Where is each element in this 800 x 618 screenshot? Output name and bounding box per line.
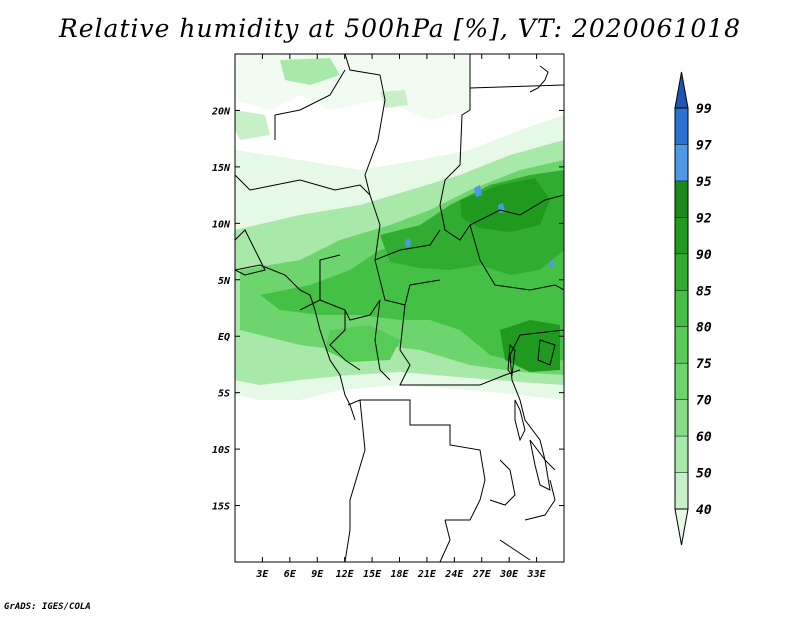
colorbar-segment <box>675 436 688 473</box>
lake-outline <box>507 343 516 377</box>
border-line <box>439 519 451 562</box>
colorbar-segment <box>675 180 688 218</box>
colorbar-label: 70 <box>696 394 712 409</box>
colorbar-segment <box>675 108 688 145</box>
rh-band-92 <box>500 320 560 372</box>
colorbar-segment <box>675 326 688 364</box>
colorbar-upper-arrow <box>674 71 689 109</box>
colorbar-label: 60 <box>696 430 712 445</box>
colorbar-label: 75 <box>696 357 712 372</box>
y-tick-label: 5S <box>218 389 230 400</box>
x-tick-label: 30E <box>499 569 519 580</box>
border-line <box>374 229 441 261</box>
humidity-field <box>235 54 564 400</box>
border-line <box>439 54 471 206</box>
border-line <box>235 174 371 196</box>
border-line <box>319 299 381 321</box>
colorbar-segment <box>675 253 688 291</box>
credit-label: GrADS: IGES/COLA <box>4 602 91 612</box>
colorbar-label: 40 <box>696 503 712 518</box>
x-tick-label: 15E <box>363 569 382 580</box>
x-tick-label: 21E <box>417 569 437 580</box>
coastline <box>529 65 549 93</box>
country-borders <box>235 54 564 562</box>
y-axis: 20N 15N 10N 5N EQ 5S 10S 15S <box>211 106 564 513</box>
colorbar-label: 92 <box>696 211 712 226</box>
lake-outline <box>514 399 526 442</box>
border-line <box>344 399 366 562</box>
border-line <box>439 194 564 241</box>
border-line <box>399 304 521 386</box>
x-tick-label: 18E <box>390 569 409 580</box>
y-tick-label: 20N <box>211 106 231 117</box>
rh-patch-50 <box>235 110 270 140</box>
y-tick-label: EQ <box>218 332 230 343</box>
colorbar-segment <box>675 363 688 400</box>
colorbar-label: 97 <box>696 138 712 153</box>
border-line <box>499 539 531 561</box>
rh-pocket-95 <box>405 238 411 247</box>
y-tick-label: 10S <box>212 445 230 456</box>
border-line <box>329 310 361 371</box>
x-tick-label: 9E <box>311 569 324 580</box>
colorbar-label: 95 <box>696 175 712 190</box>
colorbar-segment <box>675 217 688 254</box>
colorbar-label: 80 <box>696 321 712 336</box>
border-line <box>299 254 341 311</box>
rh-patch-50 <box>280 58 340 85</box>
border-line <box>369 194 441 306</box>
chart-title: Relative humidity at 500hPa [%], VT: 202… <box>58 14 742 43</box>
y-tick-label: 15N <box>212 163 231 174</box>
border-line <box>235 229 266 276</box>
lake-outline <box>529 439 551 491</box>
colorbar-label: 99 <box>696 102 712 117</box>
border-line <box>347 399 486 521</box>
rh-patch-40 <box>235 54 470 120</box>
colorbar-label: 50 <box>696 467 712 482</box>
border-line <box>509 334 556 471</box>
y-tick-label: 5N <box>218 276 231 287</box>
colorbar-segment <box>675 399 688 437</box>
border-line <box>489 459 516 506</box>
border-line <box>469 84 564 89</box>
x-tick-label: 27E <box>472 569 492 580</box>
border-line <box>374 299 391 381</box>
colorbar-lower-arrow <box>674 508 689 546</box>
rh-pocket-95 <box>474 185 482 197</box>
rh-pocket-95 <box>549 260 555 268</box>
border-line <box>519 329 564 336</box>
rh-band-85 <box>325 325 400 362</box>
colorbar-segment <box>675 290 688 327</box>
border-line <box>344 54 386 196</box>
x-tick-label: 24E <box>444 569 464 580</box>
lake-outline <box>537 339 556 366</box>
colorbar-label: 90 <box>696 248 712 263</box>
x-tick-label: 3E <box>255 569 269 580</box>
border-line <box>469 224 564 291</box>
y-tick-label: 15S <box>212 502 230 513</box>
border-line <box>274 69 346 140</box>
coastline <box>235 264 356 421</box>
y-tick-label: 10N <box>212 219 231 230</box>
colorbar-label: 85 <box>696 284 712 299</box>
x-tick-label: 6E <box>284 569 297 580</box>
x-axis: 3E 6E 9E 12E 15E 18E 21E 24E 27E 30E 33E <box>255 54 547 580</box>
colorbar: 40 50 60 70 75 80 85 90 92 95 97 99 <box>674 71 712 546</box>
colorbar-segment <box>675 144 688 181</box>
rh-patch-50 <box>380 90 408 108</box>
x-tick-label: 12E <box>336 569 355 580</box>
border-line <box>524 479 556 521</box>
x-tick-label: 33E <box>527 569 547 580</box>
colorbar-segment <box>675 472 688 509</box>
